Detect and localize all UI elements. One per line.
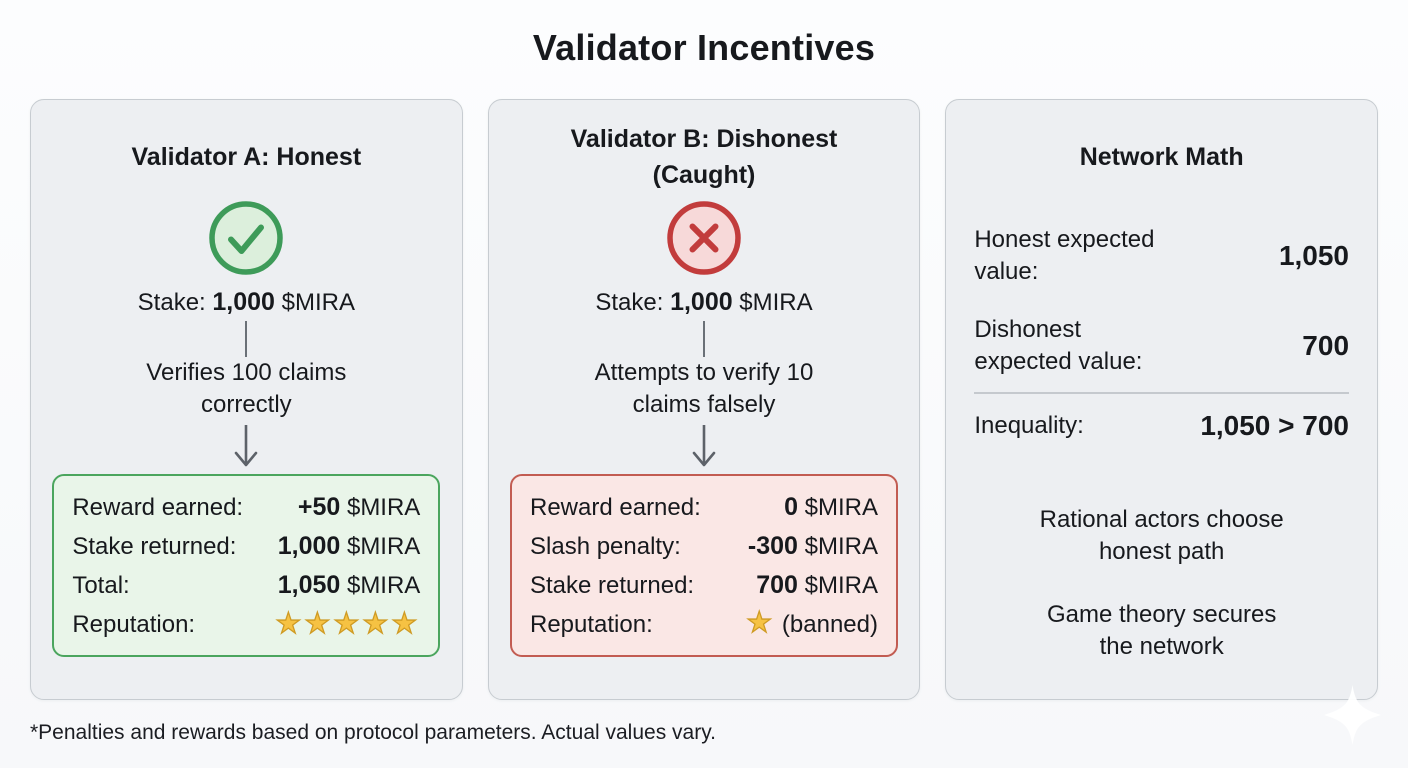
result-row-total: Total: 1,050 $MIRA	[72, 566, 420, 605]
footnote: *Penalties and rewards based on protocol…	[30, 721, 716, 744]
arrow-down-icon	[235, 425, 258, 467]
panel-b-title-line1: Validator B: Dishonest	[570, 125, 838, 153]
result-value: ★ (banned)	[746, 604, 878, 644]
nm-conclusion-game-theory: Game theory secures the network	[1046, 600, 1277, 660]
panel-a-action: Verifies 100 claims correctly	[146, 357, 346, 421]
nm-label: Honest expected value:	[974, 226, 1155, 285]
panel-network-math: Network Math Honest expected value: 1,05…	[945, 99, 1379, 700]
flow-line	[703, 321, 705, 357]
stake-suffix: $MIRA	[281, 289, 355, 316]
check-icon	[209, 201, 284, 275]
panel-b-action: Attempts to verify 10 claims falsely	[595, 357, 814, 421]
nm-value: 1,050	[1278, 240, 1350, 271]
result-row-reputation: Reputation: ★★★★★	[72, 605, 420, 644]
stake-label: Stake:	[595, 289, 664, 316]
action-line2: claims falsely	[632, 391, 776, 418]
panel-c-title: Network Math	[1080, 120, 1244, 194]
nm-row-honest: Honest expected value: 1,050	[974, 224, 1349, 288]
nm-value: 700	[1302, 330, 1350, 361]
flow-line	[245, 321, 248, 357]
divider	[974, 392, 1350, 394]
result-value: +50 $MIRA	[297, 492, 421, 521]
result-label: Reputation:	[530, 610, 653, 638]
result-value: 0 $MIRA	[784, 492, 878, 521]
one-star-icon: ★	[746, 606, 776, 639]
result-row-reward: Reward earned: 0 $MIRA	[530, 488, 878, 527]
result-label: Total:	[72, 571, 130, 599]
nm-label: Dishonest expected value:	[974, 316, 1143, 375]
panel-b-results-box: Reward earned: 0 $MIRA Slash penalty: -3…	[510, 474, 898, 657]
result-row-slash-penalty: Slash penalty: -300 $MIRA	[530, 527, 878, 566]
result-row-reward: Reward earned: +50 $MIRA	[72, 488, 420, 527]
result-row-reputation: Reputation: ★ (banned)	[530, 605, 878, 644]
result-row-stake-returned: Stake returned: 1,000 $MIRA	[72, 527, 420, 566]
panel-b-title-line2: (Caught)	[652, 161, 756, 189]
banned-note: (banned)	[781, 611, 878, 638]
result-label: Reward earned:	[530, 493, 701, 521]
arrow-down-icon	[692, 425, 716, 467]
panel-a-title: Validator A: Honest	[132, 120, 362, 194]
result-row-stake-returned: Stake returned: 700 $MIRA	[530, 566, 878, 605]
result-value: 1,000 $MIRA	[277, 531, 421, 560]
panels-row: Validator A: Honest Stake: 1,000 $MIRA V…	[30, 99, 1379, 700]
sparkle-icon	[1324, 685, 1381, 745]
result-label: Reward earned:	[72, 493, 244, 521]
nm-value: 1,050 > 700	[1200, 409, 1350, 441]
result-label: Stake returned:	[72, 532, 237, 560]
action-line1: Attempts to verify 10	[594, 359, 814, 386]
stake-suffix: $MIRA	[739, 289, 813, 316]
nm-row-inequality: Inequality: 1,050 > 700	[974, 406, 1349, 446]
panel-a-stake: Stake: 1,000 $MIRA	[138, 286, 355, 319]
result-value: -300 $MIRA	[747, 531, 878, 560]
nm-conclusion-rational: Rational actors choose honest path	[1039, 505, 1284, 565]
panel-validator-a: Validator A: Honest Stake: 1,000 $MIRA V…	[30, 99, 463, 700]
result-label: Slash penalty:	[530, 532, 681, 560]
panel-validator-b: Validator B: Dishonest (Caught) Stake: 1…	[487, 99, 921, 700]
five-stars-icon: ★★★★★	[275, 607, 421, 640]
page-title: Validator Incentives	[532, 27, 876, 68]
panel-a-results-box: Reward earned: +50 $MIRA Stake returned:…	[52, 474, 441, 657]
panel-b-title: Validator B: Dishonest (Caught)	[571, 120, 838, 194]
stake-value: 1,000	[212, 288, 275, 316]
result-label: Reputation:	[72, 610, 196, 638]
panel-a-title-text: Validator A: Honest	[131, 143, 362, 171]
panel-c-title-text: Network Math	[1079, 143, 1244, 171]
result-value: 700 $MIRA	[756, 570, 878, 599]
panel-b-stake: Stake: 1,000 $MIRA	[595, 286, 812, 319]
stake-label: Stake:	[137, 289, 206, 316]
action-line2: correctly	[200, 391, 292, 418]
stake-value: 1,000	[670, 288, 733, 316]
result-label: Stake returned:	[530, 571, 695, 599]
result-value: 1,050 $MIRA	[277, 570, 421, 599]
x-icon	[667, 201, 741, 275]
nm-label: Inequality:	[974, 411, 1084, 439]
action-line1: Verifies 100 claims	[146, 359, 347, 386]
network-math-body: Honest expected value: 1,050 Dishonest e…	[946, 194, 1377, 663]
nm-row-dishonest: Dishonest expected value: 700	[974, 314, 1349, 378]
